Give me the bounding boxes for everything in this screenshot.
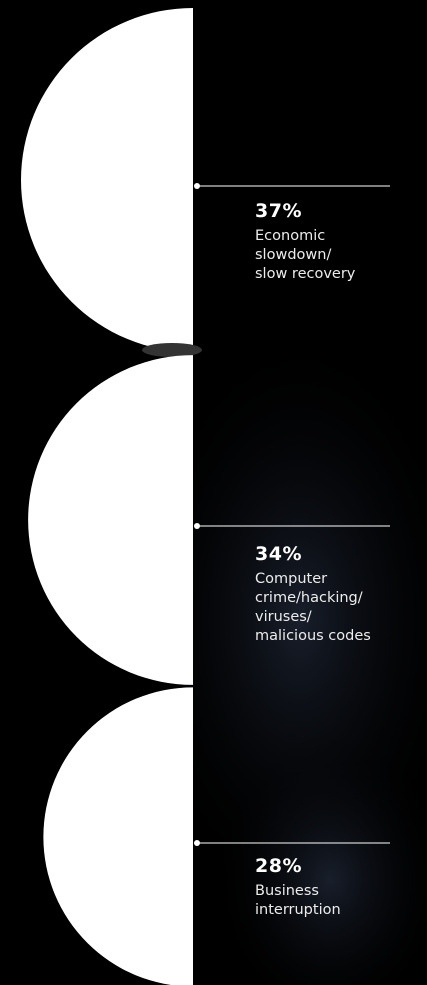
stat-business-interruption: 28% Business interruption — [255, 855, 420, 920]
semicircle-mark — [28, 355, 193, 685]
stat-computer-crime: 34% Computer crime/hacking/ viruses/ mal… — [255, 543, 420, 646]
semicircle-mark — [43, 687, 193, 985]
semicircle-mark — [21, 8, 193, 352]
leader-dot — [194, 840, 200, 846]
stat-percentage: 37% — [255, 200, 302, 222]
stat-percentage: 28% — [255, 855, 302, 877]
stat-economic-slowdown: 37% Economic slowdown/ slow recovery — [255, 200, 420, 284]
stat-label: Business interruption — [255, 883, 341, 918]
background-glow-lower — [210, 730, 427, 985]
overlap-shadow — [142, 343, 202, 357]
stat-percentage: 34% — [255, 543, 302, 565]
stat-label: Economic slowdown/ slow recovery — [255, 228, 356, 282]
stat-label: Computer crime/hacking/ viruses/ malicio… — [255, 571, 371, 644]
leader-dot — [194, 523, 200, 529]
leader-dot — [194, 183, 200, 189]
